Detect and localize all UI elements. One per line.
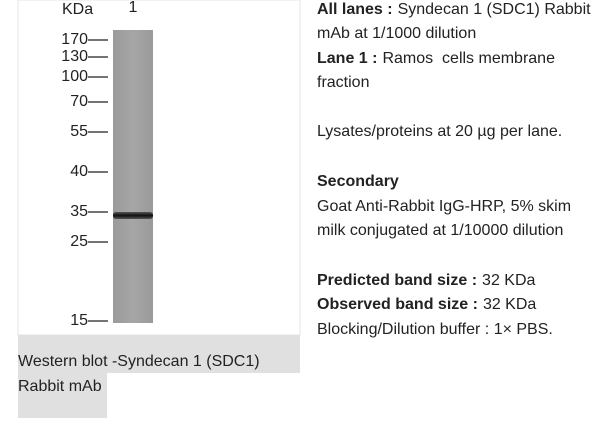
marker-label: 130 [61,48,88,65]
detail-label: All lanes : [317,1,393,18]
marker-label: 15 [70,312,88,329]
detail-text: mAb at 1/1000 dilution [317,25,476,42]
marker-label: 25 [70,233,88,250]
detail-text: Ramos cells membrane [382,50,555,67]
detail-label: Lane 1 : [317,50,377,67]
detail-label: Observed band size : [317,296,478,313]
marker-label: 170 [61,31,88,48]
detail-line: All lanes : Syndecan 1 (SDC1) Rabbit [317,1,591,18]
detail-line: mAb at 1/1000 dilution [317,25,476,42]
detail-line: Lane 1 : Ramos cells membrane [317,50,555,67]
caption-bg [18,335,300,373]
marker-label: 55 [70,123,88,140]
detail-text: Syndecan 1 (SDC1) Rabbit [398,1,592,18]
marker-label: 35 [70,203,88,220]
detail-text: fraction [317,74,369,91]
details: All lanes : Syndecan 1 (SDC1) Rabbit mAb a… [317,1,591,338]
detail-text: 32 KDa [483,296,536,313]
blot-panel [17,0,301,336]
detail-text: 32 KDa [482,272,535,289]
lane-label: 1 [129,0,138,16]
detail-line: Blocking/Dilution buffer : 1× PBS. [317,321,553,338]
marker-label: 70 [70,93,88,110]
detail-line: Secondary [317,173,399,190]
detail-line: Predicted band size : 32 KDa [317,272,536,289]
caption-line: Rabbit mAb [18,378,102,395]
detail-text: Goat Anti-Rabbit IgG-HRP, 5% skim [317,198,571,215]
caption-line: Western blot -Syndecan 1 (SDC1) [18,353,260,370]
detail-text: milk conjugated at 1/10000 dilution [317,222,563,239]
marker-label: 40 [70,163,88,180]
detail-line: fraction [317,74,369,91]
blot-band [113,212,153,219]
caption-bg [18,373,107,418]
detail-text: Lysates/proteins at 20 µg per lane. [317,123,562,140]
detail-line: Lysates/proteins at 20 µg per lane. [317,123,562,140]
detail-line: Observed band size : 32 KDa [317,296,536,313]
detail-label: Predicted band size : [317,272,477,289]
detail-label: Secondary [317,173,399,190]
unit-label: KDa [62,1,93,18]
marker-label: 100 [61,68,88,85]
detail-line: milk conjugated at 1/10000 dilution [317,222,563,239]
detail-line: Goat Anti-Rabbit IgG-HRP, 5% skim [317,198,571,215]
blot-lane [113,30,153,323]
detail-text: Blocking/Dilution buffer : 1× PBS. [317,321,553,338]
